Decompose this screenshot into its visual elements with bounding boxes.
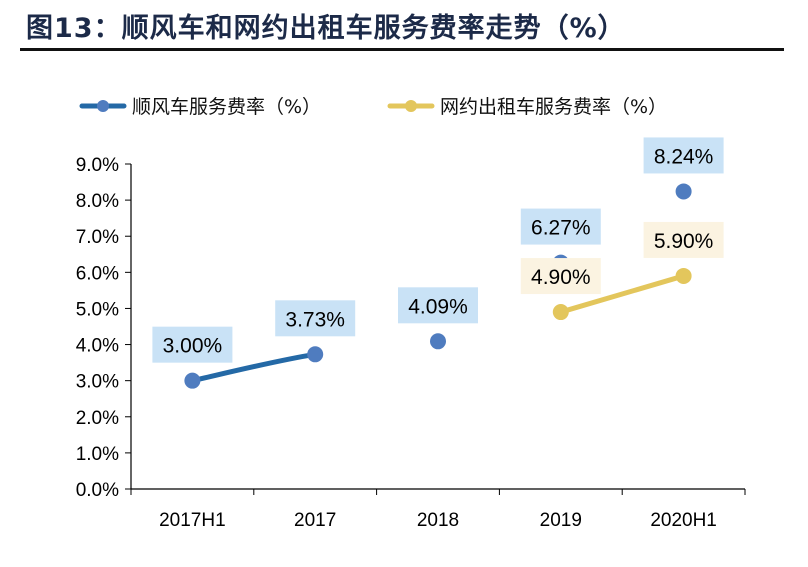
legend-marker bbox=[405, 100, 417, 112]
data-label-box bbox=[520, 208, 601, 245]
data-label-text: 6.27% bbox=[531, 217, 591, 240]
legend-marker bbox=[97, 100, 109, 112]
data-label-box bbox=[275, 300, 356, 337]
legend-item: 顺风车服务费率（%） bbox=[79, 96, 321, 118]
data-label: 5.90% bbox=[643, 221, 724, 258]
data-point bbox=[307, 346, 324, 363]
y-tick-label: 2.0% bbox=[76, 408, 119, 429]
x-tick-label: 2019 bbox=[540, 510, 582, 531]
y-tick-label: 1.0% bbox=[76, 444, 119, 465]
data-label-text: 8.24% bbox=[654, 145, 714, 168]
data-point bbox=[552, 304, 569, 321]
data-label: 3.00% bbox=[152, 326, 233, 363]
data-label-text: 5.90% bbox=[654, 230, 714, 253]
data-label: 6.27% bbox=[520, 208, 601, 245]
x-tick-label: 2017H1 bbox=[159, 510, 226, 531]
series-1 bbox=[184, 183, 692, 389]
y-tick-label: 9.0% bbox=[76, 155, 119, 176]
data-label-box bbox=[398, 287, 478, 324]
y-tick-label: 8.0% bbox=[76, 191, 119, 212]
data-point bbox=[184, 372, 201, 389]
y-tick-label: 3.0% bbox=[76, 372, 119, 393]
legend-item: 网约出租车服务费率（%） bbox=[387, 96, 667, 118]
data-label: 8.24% bbox=[643, 137, 724, 174]
title-divider bbox=[20, 48, 784, 51]
series-2 bbox=[552, 267, 692, 321]
data-point bbox=[675, 267, 692, 284]
x-tick-label: 2017 bbox=[294, 510, 336, 531]
legend-label: 顺风车服务费率（%） bbox=[132, 96, 321, 118]
data-label-text: 4.09% bbox=[408, 295, 468, 318]
series-line bbox=[558, 273, 687, 315]
data-label-box bbox=[520, 258, 601, 295]
data-point bbox=[675, 183, 692, 200]
data-label: 4.90% bbox=[520, 258, 601, 295]
series-line bbox=[189, 351, 318, 384]
y-tick-label: 4.0% bbox=[76, 336, 119, 357]
data-label-text: 4.90% bbox=[531, 266, 591, 289]
x-tick-label: 2020H1 bbox=[650, 510, 717, 531]
data-label-box bbox=[152, 326, 233, 363]
data-label-box bbox=[643, 137, 724, 174]
y-tick-label: 5.0% bbox=[76, 299, 119, 320]
data-label: 4.09% bbox=[398, 287, 478, 324]
y-tick-label: 7.0% bbox=[76, 227, 119, 248]
data-label-text: 3.73% bbox=[285, 308, 345, 331]
y-tick-label: 0.0% bbox=[76, 480, 119, 501]
legend-label: 网约出租车服务费率（%） bbox=[440, 96, 667, 118]
data-point bbox=[430, 333, 446, 350]
y-tick-label: 6.0% bbox=[76, 263, 119, 284]
x-tick-label: 2018 bbox=[417, 510, 459, 531]
data-label-box bbox=[643, 221, 724, 258]
chart-title: 图13：顺风车和网约出租车服务费率走势（%） bbox=[26, 13, 626, 44]
data-label-text: 3.00% bbox=[163, 335, 223, 358]
data-label: 3.73% bbox=[275, 300, 356, 337]
